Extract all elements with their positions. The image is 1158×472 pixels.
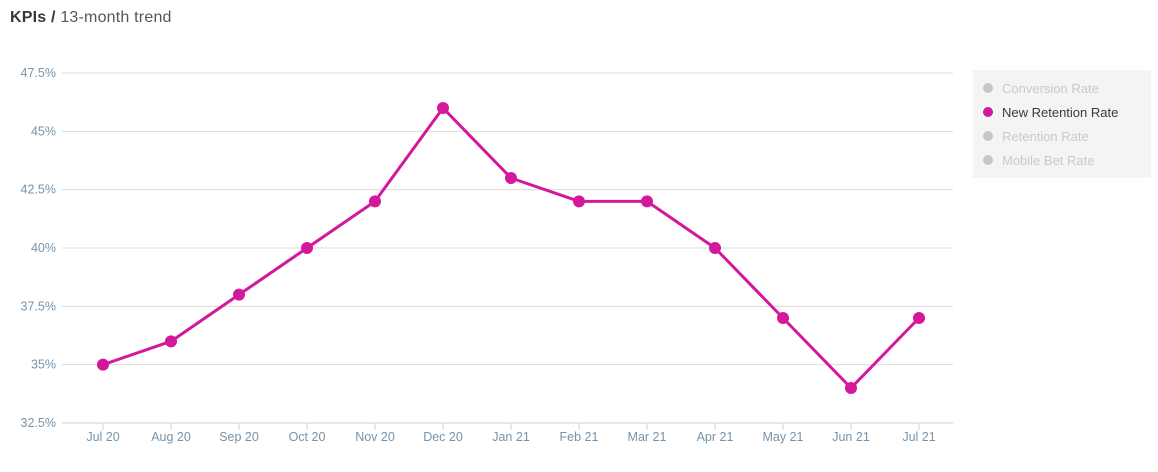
data-point-dec-20[interactable] [437, 102, 449, 114]
data-point-jul-21[interactable] [913, 312, 925, 324]
y-axis-tick-label: 37.5% [21, 299, 56, 313]
legend-dot-icon [983, 131, 993, 141]
data-point-sep-20[interactable] [233, 288, 245, 301]
data-point-may-21[interactable] [777, 312, 789, 324]
page-title-subtitle: 13-month trend [60, 9, 172, 26]
chart-legend: Conversion Rate New Retention Rate Retenti… [973, 70, 1151, 178]
y-axis-tick-label: 45% [31, 124, 56, 138]
x-axis-tick-label: Mar 21 [628, 430, 667, 444]
y-axis-tick-label: 32.5% [21, 416, 56, 430]
x-axis-tick-label: Jun 21 [832, 430, 870, 444]
x-axis-tick-label: Jan 21 [492, 430, 530, 444]
x-axis-tick-label: Jul 20 [86, 430, 119, 444]
x-axis-tick-label: Feb 21 [560, 430, 599, 444]
legend-item-label: Retention Rate [1002, 128, 1089, 144]
x-axis-tick-label: Aug 20 [151, 430, 191, 444]
legend-item-label: Mobile Bet Rate [1002, 152, 1095, 168]
data-point-apr-21[interactable] [709, 242, 721, 254]
legend-item-retention-rate[interactable]: Retention Rate [973, 124, 1151, 148]
legend-item-label: New Retention Rate [1002, 104, 1119, 120]
y-axis-tick-label: 47.5% [21, 66, 56, 80]
data-point-oct-20[interactable] [301, 242, 313, 254]
data-point-nov-20[interactable] [369, 195, 381, 208]
page-title: KPIs / 13-month trend [10, 9, 172, 27]
data-point-feb-21[interactable] [573, 195, 585, 208]
x-axis-tick-label: Oct 20 [289, 430, 326, 444]
y-axis-tick-label: 35% [31, 358, 56, 372]
legend-dot-icon [983, 83, 993, 93]
x-axis-tick-label: Dec 20 [423, 430, 463, 444]
x-axis-tick-label: Jul 21 [902, 430, 935, 444]
data-point-jul-20[interactable] [97, 358, 109, 371]
legend-item-new-retention-rate[interactable]: New Retention Rate [973, 100, 1151, 124]
legend-item-label: Conversion Rate [1002, 80, 1099, 96]
y-axis-tick-label: 40% [31, 241, 56, 255]
y-axis-tick-label: 42.5% [21, 183, 56, 197]
page-title-breadcrumb: KPIs / [10, 9, 56, 26]
x-axis-tick-label: Apr 21 [697, 430, 734, 444]
legend-dot-icon [983, 155, 993, 165]
data-point-aug-20[interactable] [165, 335, 177, 348]
x-axis-tick-label: Nov 20 [355, 430, 395, 444]
legend-item-mobile-bet-rate[interactable]: Mobile Bet Rate [973, 148, 1151, 172]
data-point-mar-21[interactable] [641, 195, 653, 208]
data-point-jan-21[interactable] [505, 172, 517, 184]
x-axis-tick-label: Sep 20 [219, 430, 259, 444]
legend-dot-icon [983, 107, 993, 117]
x-axis-tick-label: May 21 [763, 430, 804, 444]
data-point-jun-21[interactable] [845, 382, 857, 394]
legend-item-conversion-rate[interactable]: Conversion Rate [973, 76, 1151, 100]
